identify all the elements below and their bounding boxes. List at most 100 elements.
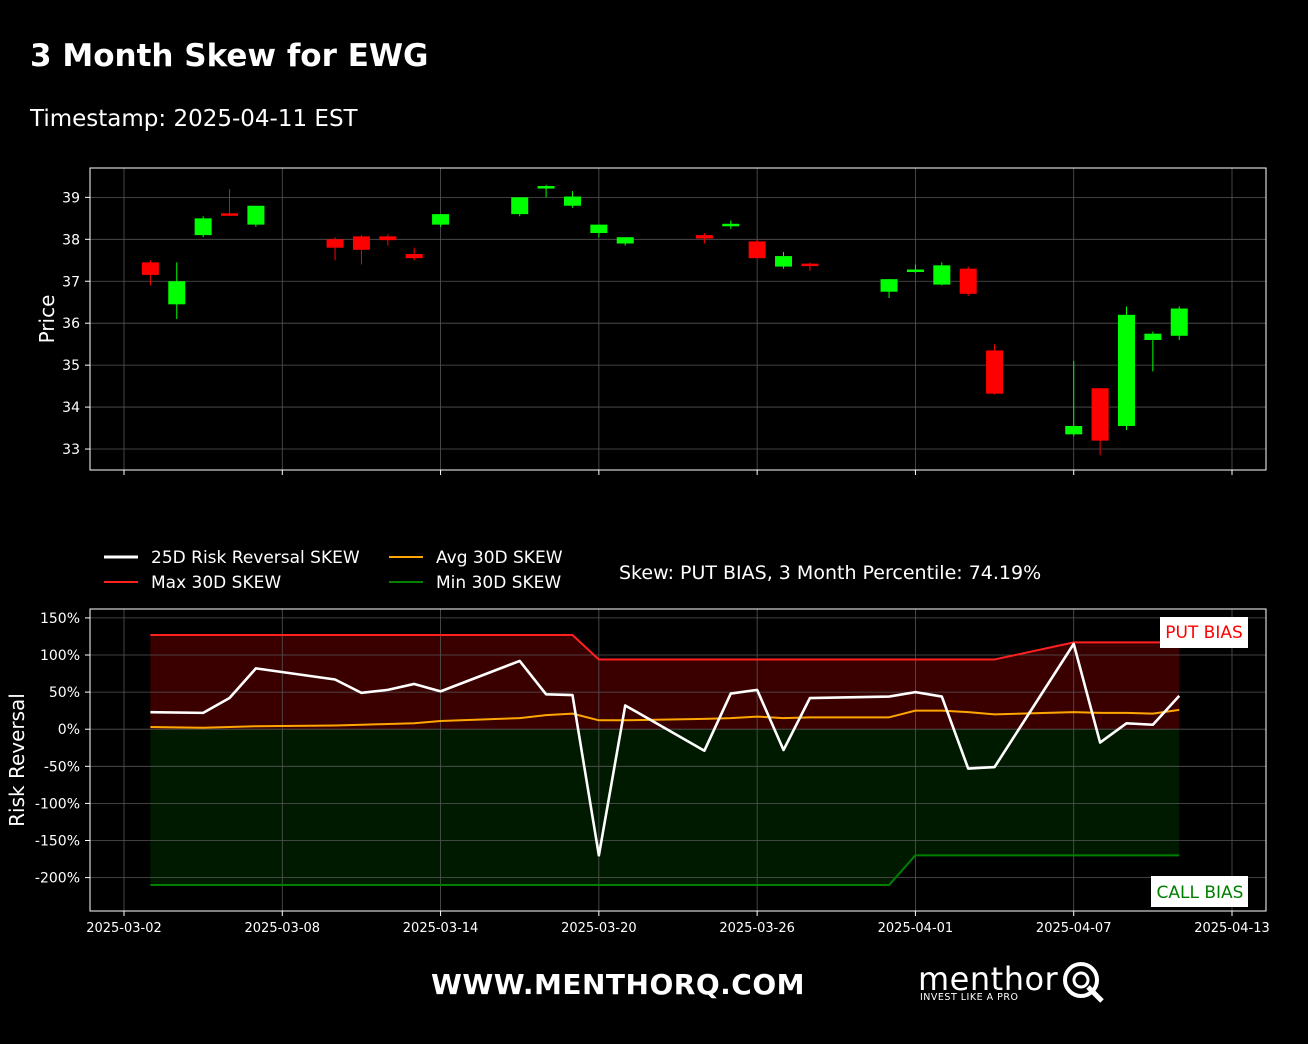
legend-label-avg: Avg 30D SKEW	[436, 548, 563, 568]
price-ytick-label: 38	[62, 232, 80, 248]
candle	[959, 266, 977, 296]
put-bias-label: PUT BIAS	[1165, 623, 1243, 643]
skew-xtick-label: 2025-04-01	[878, 921, 954, 936]
skew-frame	[89, 608, 1267, 912]
price-xticks	[123, 470, 1233, 475]
footer-url[interactable]: WWW.MENTHORQ.COM	[431, 968, 805, 1001]
candle	[247, 205, 265, 227]
candle	[432, 214, 450, 227]
candle-body	[1065, 425, 1083, 435]
skew-legend: 25D Risk Reversal SKEW Max 30D SKEW Avg …	[104, 548, 563, 593]
max-skew-line	[150, 633, 1180, 661]
candle-body	[1117, 314, 1135, 426]
candle-body	[722, 223, 740, 227]
price-candles	[141, 184, 1188, 456]
skew-xtick-label: 2025-03-08	[245, 921, 321, 936]
candle-body	[906, 269, 924, 273]
candle-body	[1170, 308, 1188, 336]
price-frame	[89, 167, 1267, 471]
skew-ytick-label: 100%	[40, 648, 80, 664]
brand-tagline: INVEST LIKE A PRO	[920, 992, 1019, 1003]
candle-body	[326, 239, 344, 248]
skew-ytick-label: -200%	[35, 871, 80, 887]
skew-xtick-label: 2025-03-14	[403, 921, 479, 936]
skew-ylabel: Risk Reversal	[5, 693, 29, 827]
candle-body	[379, 236, 397, 241]
candle-body	[748, 241, 766, 259]
candle-body	[194, 218, 212, 236]
risk-reversal-line	[150, 642, 1181, 857]
call-bias-label: CALL BIAS	[1157, 883, 1244, 903]
candle-body	[405, 253, 423, 259]
candle-body	[352, 236, 370, 250]
skew-xtick-label: 2025-04-07	[1036, 921, 1112, 936]
candle-body	[933, 265, 951, 285]
candle	[722, 220, 740, 229]
skew-ytick-label: 0%	[58, 722, 80, 738]
put-bias-area	[150, 634, 1180, 730]
candle	[511, 197, 529, 217]
candle-body	[1091, 388, 1109, 441]
skew-ytick-label: 50%	[49, 685, 80, 701]
q-logo-icon	[1063, 962, 1104, 1003]
skew-fills	[150, 634, 1180, 886]
chart-subtitle: Timestamp: 2025-04-11 EST	[30, 106, 358, 132]
candle-body	[1144, 333, 1162, 340]
candle	[379, 234, 397, 246]
price-ytick-label: 34	[62, 400, 80, 416]
brand-name: menthor	[918, 960, 1059, 998]
candle	[1170, 306, 1188, 340]
candle	[1065, 360, 1083, 437]
candle-body	[537, 186, 555, 189]
call-bias-box: CALL BIAS	[1151, 876, 1248, 907]
candle	[1144, 331, 1162, 372]
candle	[326, 237, 344, 261]
candle	[352, 235, 370, 265]
price-ytick-label: 33	[62, 442, 80, 458]
legend-label-rr: 25D Risk Reversal SKEW	[151, 548, 360, 568]
brand-logo: menthor INVEST LIKE A PRO	[918, 960, 1104, 1003]
candle-body	[616, 237, 634, 244]
min-skew-line	[150, 854, 1180, 887]
put-bias-box: PUT BIAS	[1160, 617, 1248, 648]
skew-xtick-label: 2025-03-02	[86, 921, 162, 936]
candle-body	[695, 235, 713, 239]
candle-body	[511, 197, 529, 215]
skew-yticks: 150% 100% 50% 0% -50% -100% -150% -200%	[35, 611, 90, 887]
candle-body	[432, 214, 450, 225]
price-ytick-label: 35	[62, 358, 80, 374]
candle	[986, 344, 1004, 395]
candle-body	[590, 224, 608, 234]
chart-title: 3 Month Skew for EWG	[30, 38, 429, 74]
candle	[933, 262, 951, 286]
candle	[194, 216, 212, 238]
candle	[801, 262, 819, 271]
price-ytick-label: 37	[62, 274, 80, 290]
candle-body	[880, 279, 898, 292]
candle-body	[775, 256, 793, 267]
call-bias-area	[150, 729, 1180, 886]
price-panel: 33 34 35 36 37 38 39 Price	[35, 167, 1267, 475]
skew-ytick-label: -100%	[35, 796, 80, 812]
skew-annotation: Skew: PUT BIAS, 3 Month Percentile: 74.1…	[619, 562, 1041, 584]
skew-xtick-label: 2025-03-20	[561, 921, 637, 936]
candle	[748, 239, 766, 259]
skew-ytick-label: -50%	[44, 759, 80, 775]
skew-ytick-label: 150%	[40, 611, 80, 627]
candle	[1091, 388, 1109, 456]
price-ytick-label: 36	[62, 316, 80, 332]
candle	[141, 260, 159, 286]
skew-panel: 150% 100% 50% 0% -50% -100% -150% -200% 2025-03…	[5, 608, 1270, 936]
skew-xticks: 2025-03-02 2025-03-08 2025-03-14 2025-03-20…	[86, 911, 1270, 936]
candle	[1117, 306, 1135, 431]
candle-body	[986, 350, 1004, 394]
candle	[168, 262, 186, 319]
candle-body	[221, 213, 239, 216]
avg-skew-line	[150, 708, 1180, 729]
price-ytick-label: 39	[62, 190, 80, 206]
candle	[221, 188, 239, 217]
price-yticks: 33 34 35 36 37 38 39	[62, 190, 90, 458]
candle	[616, 237, 634, 246]
candle-body	[141, 262, 159, 275]
